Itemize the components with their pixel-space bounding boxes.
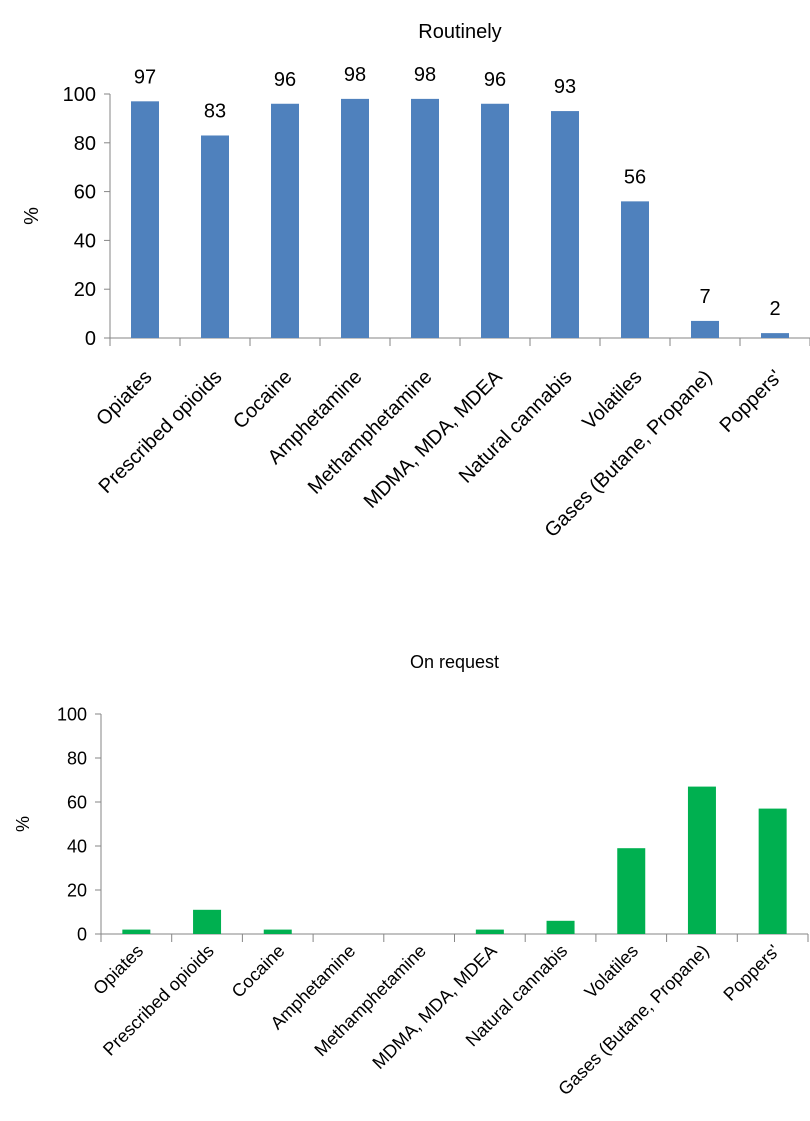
category-label: Gases (Butane, Propane) <box>554 941 712 1099</box>
bar-poppers <box>761 333 789 338</box>
chart-on-request: On request%020406080100OpiatesPrescribed… <box>13 652 809 1099</box>
y-tick-label: 60 <box>67 792 87 812</box>
category-label: Methamphetamine <box>304 366 437 499</box>
bar-natural-cannabis <box>546 920 575 934</box>
data-label: 98 <box>344 64 366 86</box>
chart-routinely: Routinely% 0 20 40 60 80 100 97 Opiates 83 Prescri… <box>21 21 810 542</box>
bar-natural-cannabis <box>551 111 579 338</box>
bar-volatiles <box>617 848 646 934</box>
category-label: Poppers' <box>716 366 787 437</box>
data-label: 96 <box>274 69 296 91</box>
y-axis-label: % <box>21 207 43 225</box>
y-tick-label: 80 <box>67 748 87 768</box>
bar-prescribed-opioids <box>201 135 229 338</box>
y-tick-label: 0 <box>85 328 96 350</box>
y-axis-label: % <box>13 816 33 832</box>
data-label: 97 <box>134 66 156 88</box>
y-tick-label: 100 <box>57 704 87 724</box>
y-tick-label: 40 <box>74 230 96 252</box>
bar-amphetamine <box>341 98 369 338</box>
bar-opiates <box>122 929 151 934</box>
bar-prescribed-opioids <box>193 909 222 934</box>
y-tick-label: 60 <box>74 182 96 204</box>
data-label: 96 <box>484 69 506 91</box>
bar-opiates <box>131 101 159 338</box>
category-label: Cocaine <box>228 941 289 1002</box>
y-tick-label: 20 <box>74 279 96 301</box>
data-label: 7 <box>699 286 710 308</box>
category-label: Cocaine <box>229 366 296 433</box>
bar-methamphetamine <box>411 98 439 338</box>
y-tick-label: 20 <box>67 880 87 900</box>
y-tick-label: 0 <box>77 924 87 944</box>
data-label: 56 <box>624 166 646 188</box>
bar-cocaine <box>263 929 292 934</box>
bar-poppers <box>758 808 787 934</box>
y-tick-label: 100 <box>63 84 96 106</box>
bar-gases-butane-propane <box>691 320 719 338</box>
data-label: 2 <box>769 298 780 320</box>
category-label: Volatiles <box>578 366 646 434</box>
category-label: Opiates <box>92 366 156 430</box>
category-label: Poppers' <box>719 941 783 1005</box>
category-label: MDMA, MDA, MDEA <box>360 366 507 513</box>
bar-mdma-mda-mdea <box>475 929 504 934</box>
category-label: Opiates <box>89 941 147 999</box>
bar-gases-butane-propane <box>687 786 716 934</box>
category-label: Prescribed opioids <box>95 366 227 498</box>
data-label: 93 <box>554 76 576 98</box>
data-label: 83 <box>204 100 226 122</box>
bar-cocaine <box>271 103 299 338</box>
y-tick-label: 40 <box>67 836 87 856</box>
bar-mdma-mda-mdea <box>481 103 509 338</box>
data-label: 98 <box>414 64 436 86</box>
category-label: MDMA, MDA, MDEA <box>368 941 500 1073</box>
y-tick-label: 80 <box>74 133 96 155</box>
chart-title: On request <box>410 652 499 672</box>
chart-title: Routinely <box>418 21 501 43</box>
category-label: Volatiles <box>581 941 643 1003</box>
bar-volatiles <box>621 201 649 338</box>
